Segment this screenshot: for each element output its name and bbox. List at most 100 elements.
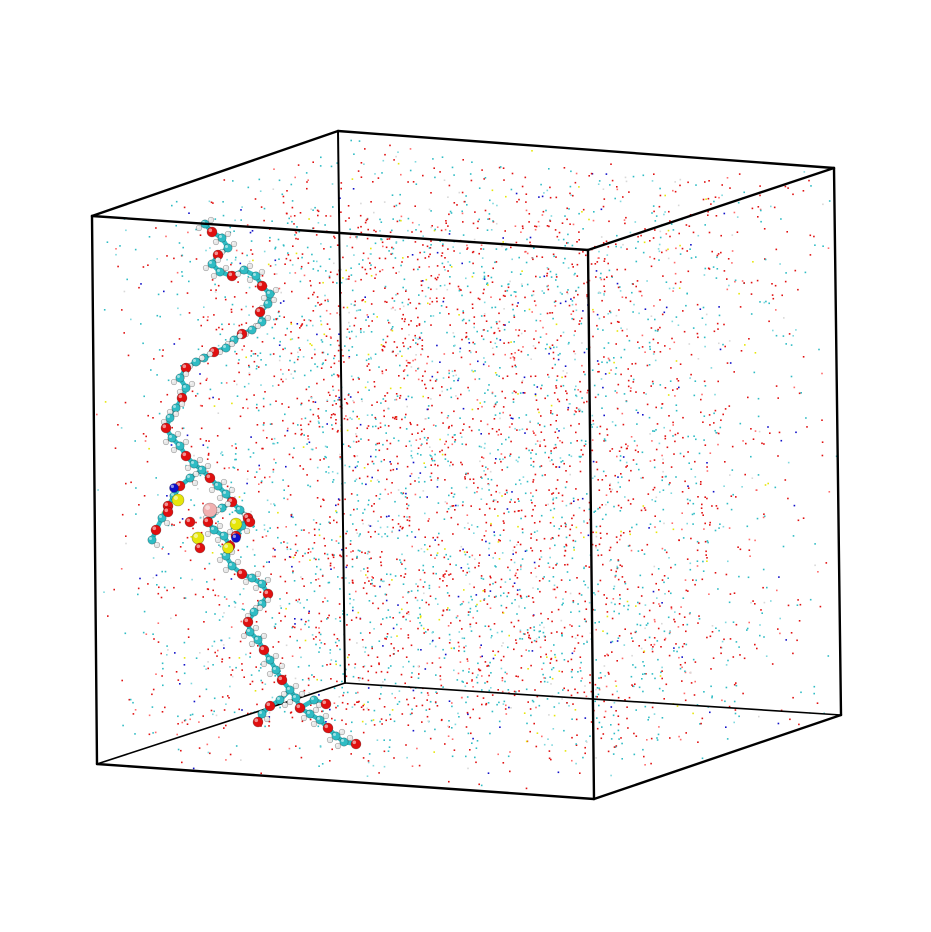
solvent-dot (320, 367, 323, 369)
solvent-dot (453, 380, 455, 382)
solvent-dot (362, 252, 365, 255)
solvent-dot (213, 405, 216, 407)
solvent-dot (461, 696, 463, 699)
solvent-dot (484, 661, 487, 663)
solvent-dot (282, 201, 285, 204)
solvent-dot (553, 644, 555, 646)
solvent-dot (491, 694, 494, 696)
solvent-dot (496, 631, 499, 634)
solvent-dot (483, 315, 486, 317)
solvent-dot (478, 252, 480, 255)
solvent-dot (646, 739, 648, 741)
solvent-dot (434, 645, 437, 648)
solvent-dot (569, 403, 571, 405)
solvent-dot (358, 679, 361, 682)
solvent-dot (596, 687, 599, 689)
solvent-dot (329, 708, 331, 711)
solvent-dot (551, 459, 553, 461)
solvent-dot (430, 288, 432, 291)
solvent-dot (677, 204, 680, 207)
solvent-dot (700, 722, 702, 725)
solvent-dot (531, 650, 534, 652)
solvent-dot (567, 343, 570, 345)
solvent-dot (177, 679, 180, 681)
solvent-dot (448, 369, 450, 372)
solvent-dot (721, 699, 723, 702)
solvent-dot (494, 508, 496, 510)
solvent-dot (428, 255, 430, 258)
solvent-dot (403, 345, 405, 348)
solvent-dot (342, 694, 344, 697)
solvent-dot (544, 451, 546, 454)
solvent-dot (769, 432, 771, 434)
solvent-dot (792, 696, 794, 699)
solvent-dot (510, 294, 512, 297)
solvent-dot (559, 457, 562, 459)
solvent-dot (458, 288, 461, 290)
solvent-dot (499, 166, 502, 168)
solvent-dot (173, 343, 176, 345)
solvent-dot (336, 244, 339, 246)
solvent-dot (306, 246, 309, 249)
solvent-dot (571, 736, 573, 739)
solvent-dot (381, 172, 383, 174)
solvent-dot (762, 586, 764, 589)
solvent-dot (535, 453, 537, 455)
solvent-dot (437, 543, 440, 546)
solvent-dot (503, 700, 506, 703)
solvent-dot (640, 509, 643, 512)
solvent-dot (598, 370, 600, 373)
solvent-dot (426, 715, 429, 718)
solvent-dot (414, 480, 416, 482)
solvent-dot (221, 328, 224, 331)
solvent-dot (387, 750, 390, 752)
solvent-dot (626, 465, 628, 467)
solvent-dot (345, 668, 347, 671)
solvent-dot (548, 714, 550, 716)
solvent-dot (469, 291, 472, 294)
solvent-dot (263, 422, 265, 424)
solvent-dot (443, 556, 446, 559)
solvent-dot (364, 301, 367, 303)
solvent-dot (270, 503, 272, 505)
solvent-dot (345, 336, 348, 338)
solvent-dot (707, 210, 709, 213)
solvent-dot (471, 251, 474, 254)
solvent-dot (463, 423, 465, 425)
solvent-dot (117, 265, 119, 268)
solvent-dot (603, 414, 605, 417)
solvent-dot (500, 659, 503, 662)
solvent-dot (409, 302, 412, 304)
solvent-dot (748, 338, 750, 340)
solvent-dot (605, 173, 608, 175)
solvent-dot (416, 325, 418, 327)
solvent-dot (378, 772, 380, 774)
solvent-dot (575, 718, 578, 721)
solvent-dot (508, 634, 510, 637)
solvent-dot (509, 569, 511, 572)
solvent-dot (495, 346, 498, 348)
solvent-dot (557, 239, 560, 241)
solvent-dot (315, 626, 317, 629)
solvent-dot (546, 272, 549, 275)
solvent-dot (632, 381, 635, 383)
solvent-dot (460, 567, 463, 569)
solvent-dot (533, 300, 536, 302)
solvent-dot (365, 483, 367, 486)
solvent-dot (703, 528, 705, 530)
solvent-dot (605, 603, 607, 606)
solvent-dot (668, 415, 670, 417)
solvent-dot (515, 365, 517, 368)
solvent-dot (696, 704, 699, 706)
solvent-dot (572, 514, 575, 517)
solvent-dot (644, 308, 647, 310)
solvent-dot (321, 351, 324, 354)
solvent-dot (335, 422, 337, 425)
solvent-dot (529, 730, 531, 733)
solvent-dot (459, 347, 462, 350)
solvent-dot (471, 672, 474, 675)
solvent-dot (352, 606, 354, 609)
solvent-dot (448, 633, 451, 636)
solvent-dot (583, 566, 585, 569)
solvent-dot (153, 358, 155, 360)
